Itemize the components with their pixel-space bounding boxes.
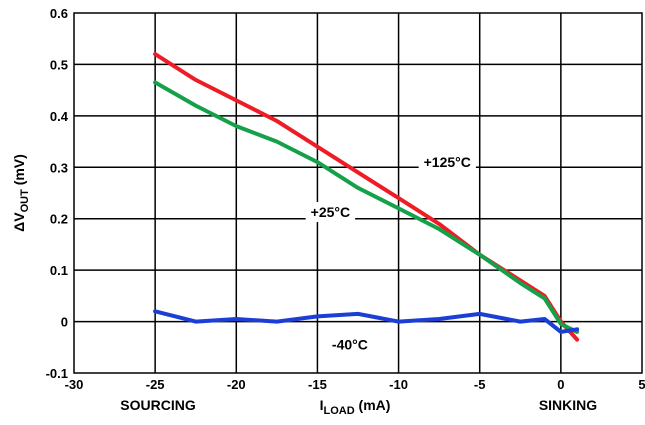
x-tick-label: -20 (227, 377, 246, 392)
annotations: +125°C +25°C -40°C (305, 152, 476, 355)
series-annotation: -40°C (326, 334, 373, 355)
x-tick-label: 0 (557, 377, 564, 392)
y-tick-label: -0.1 (46, 366, 68, 381)
series-line (153, 309, 580, 334)
series-annotation: +25°C (305, 202, 356, 223)
x-axis-label: ILOAD (mA) (320, 397, 391, 417)
series-lines (153, 52, 580, 342)
plot-border (73, 12, 643, 374)
y-tick-label: 0.5 (50, 57, 68, 72)
x-tick-label: -10 (389, 377, 408, 392)
y-tick-label: 0.4 (50, 109, 69, 124)
y-tick-label: 0 (61, 315, 68, 330)
svg-text:-40°C: -40°C (332, 337, 368, 353)
series-annotation: +125°C (418, 152, 476, 173)
svg-text:+125°C: +125°C (424, 154, 471, 170)
x-tick-label: -30 (65, 377, 84, 392)
x-tick-label: -5 (474, 377, 486, 392)
sourcing-label: SOURCING (120, 397, 196, 413)
y-tick-label: 0.6 (50, 6, 68, 21)
sinking-label: SINKING (539, 397, 597, 413)
series-line (153, 80, 580, 334)
x-tick-label: 5 (638, 377, 645, 392)
y-tick-label: 0.3 (50, 160, 68, 175)
tick-labels: -30 -25 -20 -15 -10 -5 0 5 -0.1 0 0.1 0.2 0.3 0.4 0.5 0… (46, 6, 645, 392)
y-axis-label: ΔVOUT (mV) (11, 154, 31, 232)
x-tick-label: -15 (308, 377, 327, 392)
x-tick-label: -25 (146, 377, 165, 392)
y-tick-label: 0.1 (50, 263, 68, 278)
svg-text:+25°C: +25°C (311, 204, 350, 220)
y-tick-label: 0.2 (50, 212, 68, 227)
series-line (153, 52, 580, 342)
